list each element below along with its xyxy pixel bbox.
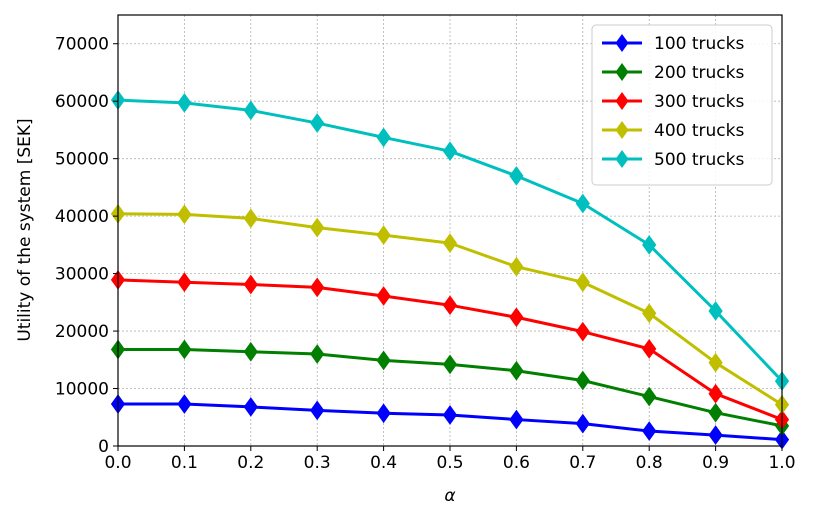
y-tick-label: 0 — [98, 437, 109, 457]
y-tick-label: 70000 — [55, 35, 109, 55]
data-point — [575, 193, 590, 214]
legend-marker — [615, 34, 629, 52]
x-tick-label: 0.9 — [702, 453, 729, 473]
x-axis-label: α — [444, 486, 455, 506]
data-point — [177, 339, 192, 360]
data-point — [243, 397, 258, 417]
data-point — [642, 235, 657, 255]
y-tick-label: 30000 — [55, 265, 109, 285]
y-tick-label: 20000 — [55, 322, 109, 342]
series-400-trucks — [110, 203, 790, 415]
legend-marker — [615, 150, 629, 168]
data-point — [642, 421, 657, 441]
data-point — [310, 277, 325, 298]
y-tick-label: 60000 — [55, 92, 109, 112]
y-tick-label: 40000 — [55, 207, 109, 227]
data-point — [575, 321, 590, 342]
data-point — [310, 400, 325, 421]
data-point — [310, 217, 325, 238]
legend-label: 200 trucks — [654, 63, 744, 83]
x-tick-label: 0.6 — [503, 453, 530, 473]
data-point — [708, 301, 723, 321]
data-point — [442, 354, 458, 375]
legend-marker — [615, 63, 629, 81]
data-point — [376, 350, 391, 371]
legend-marker — [615, 121, 629, 139]
data-point — [310, 344, 325, 364]
data-point — [376, 286, 391, 306]
x-tick-label: 0.4 — [370, 453, 397, 473]
x-tick-label: 0.8 — [636, 453, 663, 473]
x-tick-label: 0.1 — [171, 453, 198, 473]
data-point — [376, 225, 391, 245]
x-axis: 0.0 0.1 0.2 0.3 0.4 0.5 0.6 0.7 0.8 0.9 1.0 — [104, 446, 796, 473]
y-tick-label: 50000 — [55, 150, 109, 170]
data-point — [243, 208, 258, 229]
data-point — [708, 402, 723, 423]
x-tick-label: 0.5 — [436, 453, 463, 473]
x-tick-label: 0.0 — [104, 453, 131, 473]
legend-marker — [615, 92, 629, 110]
data-point — [243, 100, 258, 121]
x-tick-label: 0.2 — [237, 453, 264, 473]
data-point — [442, 141, 458, 162]
series-layer — [110, 90, 790, 450]
legend-item: 500 trucks — [602, 150, 744, 170]
y-tick-label: 10000 — [55, 380, 109, 400]
legend-item: 200 trucks — [602, 63, 744, 83]
data-point — [376, 127, 391, 148]
legend-box — [591, 24, 773, 186]
legend-label: 300 trucks — [654, 92, 744, 112]
series-300-trucks — [110, 270, 790, 430]
data-point — [509, 360, 524, 381]
data-point — [442, 295, 458, 316]
data-point — [575, 370, 590, 391]
series-100-trucks — [110, 394, 790, 450]
data-point — [442, 233, 458, 253]
data-point — [509, 409, 524, 430]
x-tick-label: 1.0 — [768, 453, 795, 473]
data-point — [177, 204, 192, 225]
data-point — [642, 303, 657, 324]
data-point — [310, 113, 325, 133]
y-axis: 0 10000 20000 30000 40000 50000 60000 70000 — [55, 35, 118, 457]
data-point — [509, 256, 524, 277]
x-tick-label: 0.7 — [569, 453, 596, 473]
legend: 100 trucks 200 trucks 300 trucks 400 trucks… — [591, 24, 773, 186]
data-point — [708, 352, 723, 373]
data-point — [642, 386, 657, 407]
data-point — [243, 341, 258, 362]
data-point — [243, 274, 258, 295]
legend-item: 300 trucks — [602, 92, 744, 112]
legend-item: 100 trucks — [602, 34, 744, 54]
legend-label: 400 trucks — [654, 121, 744, 141]
data-point — [575, 272, 590, 293]
legend-label: 500 trucks — [654, 150, 744, 170]
data-point — [177, 93, 192, 113]
data-point — [708, 383, 723, 404]
series-500-trucks — [110, 90, 790, 391]
legend-label: 100 trucks — [654, 34, 744, 54]
data-point — [376, 403, 391, 424]
legend-item: 400 trucks — [602, 121, 744, 141]
data-point — [177, 394, 192, 414]
data-point — [575, 413, 590, 434]
data-point — [708, 425, 723, 445]
data-point — [509, 166, 524, 186]
y-axis-label: Utility of the system [SEK] — [15, 118, 35, 341]
data-point — [642, 339, 657, 359]
data-point — [177, 272, 192, 293]
x-tick-label: 0.3 — [304, 453, 331, 473]
data-point — [442, 405, 458, 425]
data-point — [509, 307, 524, 328]
